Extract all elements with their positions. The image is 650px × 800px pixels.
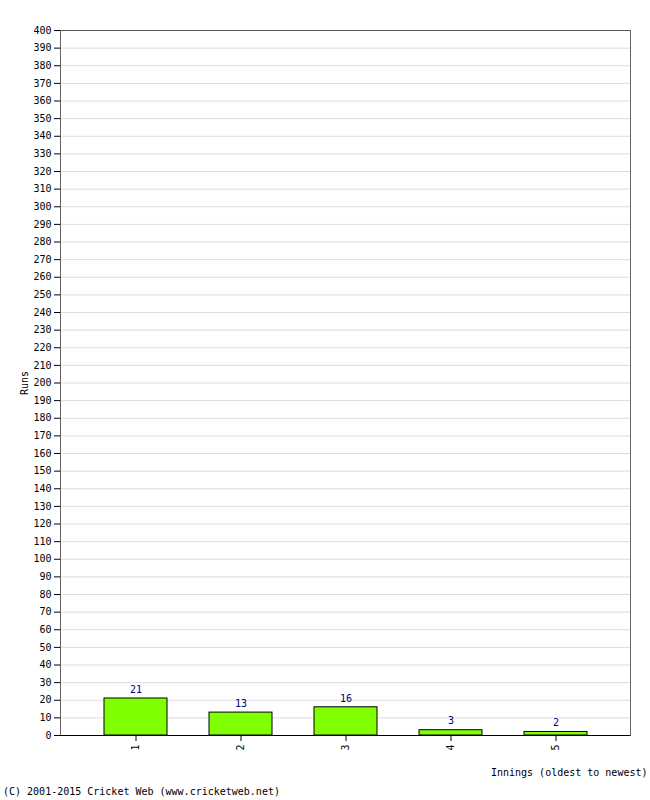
svg-text:340: 340 bbox=[33, 130, 51, 141]
svg-text:2: 2 bbox=[235, 745, 246, 751]
svg-text:80: 80 bbox=[39, 589, 51, 600]
svg-text:220: 220 bbox=[33, 342, 51, 353]
svg-text:5: 5 bbox=[550, 745, 561, 751]
svg-text:200: 200 bbox=[33, 377, 51, 388]
svg-text:320: 320 bbox=[33, 166, 51, 177]
svg-text:230: 230 bbox=[33, 324, 51, 335]
html-text:(C) 2001-2015 Cricket Web (www: (C) 2001-2015 Cricket Web (www.cricketwe… bbox=[3, 786, 280, 797]
svg-text:Runs: Runs bbox=[19, 371, 30, 395]
svg-text:130: 130 bbox=[33, 501, 51, 512]
svg-text:60: 60 bbox=[39, 624, 51, 635]
svg-text:400: 400 bbox=[33, 25, 51, 36]
svg-text:1: 1 bbox=[130, 745, 141, 751]
svg-text:21: 21 bbox=[130, 684, 142, 695]
svg-text:380: 380 bbox=[33, 60, 51, 71]
svg-text:0: 0 bbox=[45, 730, 51, 741]
svg-text:290: 290 bbox=[33, 219, 51, 230]
svg-text:170: 170 bbox=[33, 430, 51, 441]
svg-text:120: 120 bbox=[33, 518, 51, 529]
svg-text:150: 150 bbox=[33, 465, 51, 476]
svg-text:310: 310 bbox=[33, 183, 51, 194]
svg-text:260: 260 bbox=[33, 271, 51, 282]
svg-text:280: 280 bbox=[33, 236, 51, 247]
svg-text:370: 370 bbox=[33, 78, 51, 89]
svg-text:10: 10 bbox=[39, 712, 51, 723]
svg-text:360: 360 bbox=[33, 95, 51, 106]
svg-text:70: 70 bbox=[39, 606, 51, 617]
svg-text:3: 3 bbox=[448, 715, 454, 726]
svg-text:3: 3 bbox=[340, 745, 351, 751]
svg-text:90: 90 bbox=[39, 571, 51, 582]
svg-text:250: 250 bbox=[33, 289, 51, 300]
svg-text:240: 240 bbox=[33, 307, 51, 318]
svg-text:270: 270 bbox=[33, 254, 51, 265]
svg-text:20: 20 bbox=[39, 694, 51, 705]
svg-text:190: 190 bbox=[33, 395, 51, 406]
svg-text:110: 110 bbox=[33, 536, 51, 547]
svg-text:Innings (oldest to newest): Innings (oldest to newest) bbox=[491, 767, 648, 778]
svg-text:16: 16 bbox=[340, 693, 352, 704]
svg-text:210: 210 bbox=[33, 360, 51, 371]
svg-text:180: 180 bbox=[33, 412, 51, 423]
svg-text:13: 13 bbox=[235, 698, 247, 709]
svg-text:100: 100 bbox=[33, 553, 51, 564]
svg-text:50: 50 bbox=[39, 642, 51, 653]
svg-text:350: 350 bbox=[33, 113, 51, 124]
svg-text:300: 300 bbox=[33, 201, 51, 212]
svg-text:40: 40 bbox=[39, 659, 51, 670]
svg-text:330: 330 bbox=[33, 148, 51, 159]
svg-text:160: 160 bbox=[33, 448, 51, 459]
svg-text:30: 30 bbox=[39, 677, 51, 688]
svg-text:2: 2 bbox=[553, 717, 559, 728]
svg-text:4: 4 bbox=[445, 745, 456, 751]
svg-text:390: 390 bbox=[33, 42, 51, 53]
svg-text:140: 140 bbox=[33, 483, 51, 494]
